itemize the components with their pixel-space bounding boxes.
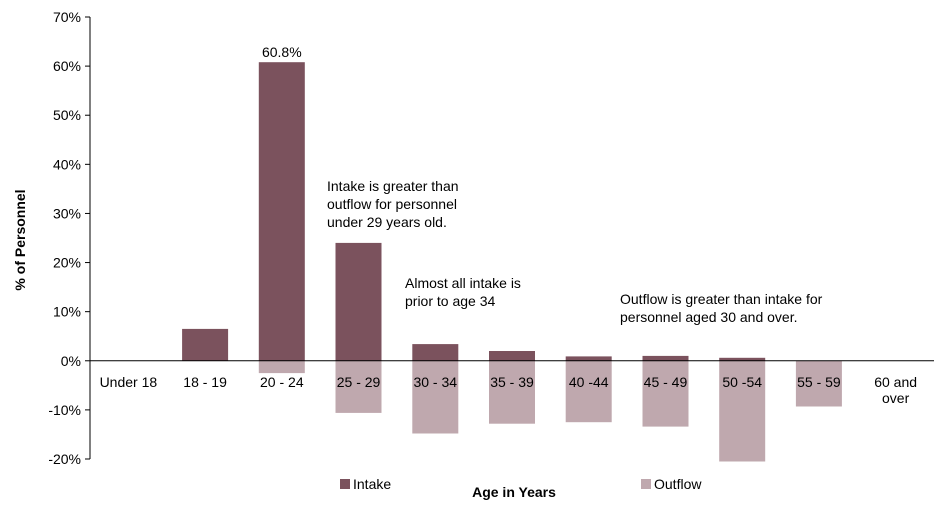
bar-outflow-45-49 (642, 360, 689, 427)
legend: Intake Outflow (340, 476, 702, 492)
x-tick-label-25-29: 25 - 29 (337, 374, 381, 390)
x-tick-label-55-59: 55 - 59 (797, 374, 841, 390)
x-axis-title: Age in Years (472, 484, 556, 500)
legend-label-intake: Intake (353, 476, 391, 492)
y-tick-label: 20% (53, 255, 81, 271)
bar-intake-35-39 (489, 351, 535, 361)
note-intake-under-29: Intake is greater than outflow for person… (327, 178, 459, 230)
bar-intake-20-24 (258, 62, 305, 361)
y-tick-label: 70% (53, 9, 81, 25)
bar-outflow-30-34 (412, 360, 459, 434)
bar-outflow-25-29 (335, 360, 382, 413)
y-tick-label: 0% (61, 353, 81, 369)
x-tick-label-50-54: 50 -54 (722, 374, 762, 390)
note-intake-before-34: Almost all intake is prior to age 34 (405, 275, 521, 309)
legend-swatch-outflow (641, 479, 651, 489)
x-tick-label-40-44: 40 -44 (569, 374, 609, 390)
bar-intake-50-54 (719, 357, 766, 361)
y-tick-label: 60% (53, 58, 81, 74)
bar-outflow-55-59 (795, 360, 842, 407)
bar-outflow-35-39 (489, 360, 535, 424)
bar-outflow-20-24 (258, 360, 305, 374)
y-tick-label: 30% (53, 205, 81, 221)
x-tick-label-45-49: 45 - 49 (644, 374, 688, 390)
bar-outflow-50-54 (719, 360, 766, 462)
bar-intake-18-19 (182, 328, 229, 361)
y-tick-label: 10% (53, 304, 81, 320)
x-tick-label-18-19: 18 - 19 (183, 374, 227, 390)
data-label-20-24: 60.8% (262, 44, 302, 60)
bar-intake-40-44 (565, 356, 612, 361)
legend-label-outflow: Outflow (654, 476, 702, 492)
legend-swatch-intake (340, 479, 350, 489)
bar-outflow-40-44 (565, 360, 612, 423)
bar-intake-25-29 (335, 242, 382, 361)
x-tick-label-30-34: 30 - 34 (413, 374, 457, 390)
bar-intake-45-49 (642, 355, 689, 361)
y-tick-label: 50% (53, 107, 81, 123)
x-tick-label-35-39: 35 - 39 (490, 374, 534, 390)
y-tick-label: -20% (48, 451, 81, 467)
x-tick-label-60-and-over: 60 and over (874, 374, 917, 406)
y-tick-label: -10% (48, 402, 81, 418)
x-tick-label-20-24: 20 - 24 (260, 374, 304, 390)
y-axis-title: % of Personnel (12, 189, 28, 290)
bar-intake-30-34 (412, 344, 459, 361)
y-tick-label: 40% (53, 156, 81, 172)
note-outflow-30-over: Outflow is greater than intake for person… (620, 291, 823, 325)
x-tick-label-under-18: Under 18 (100, 374, 158, 390)
